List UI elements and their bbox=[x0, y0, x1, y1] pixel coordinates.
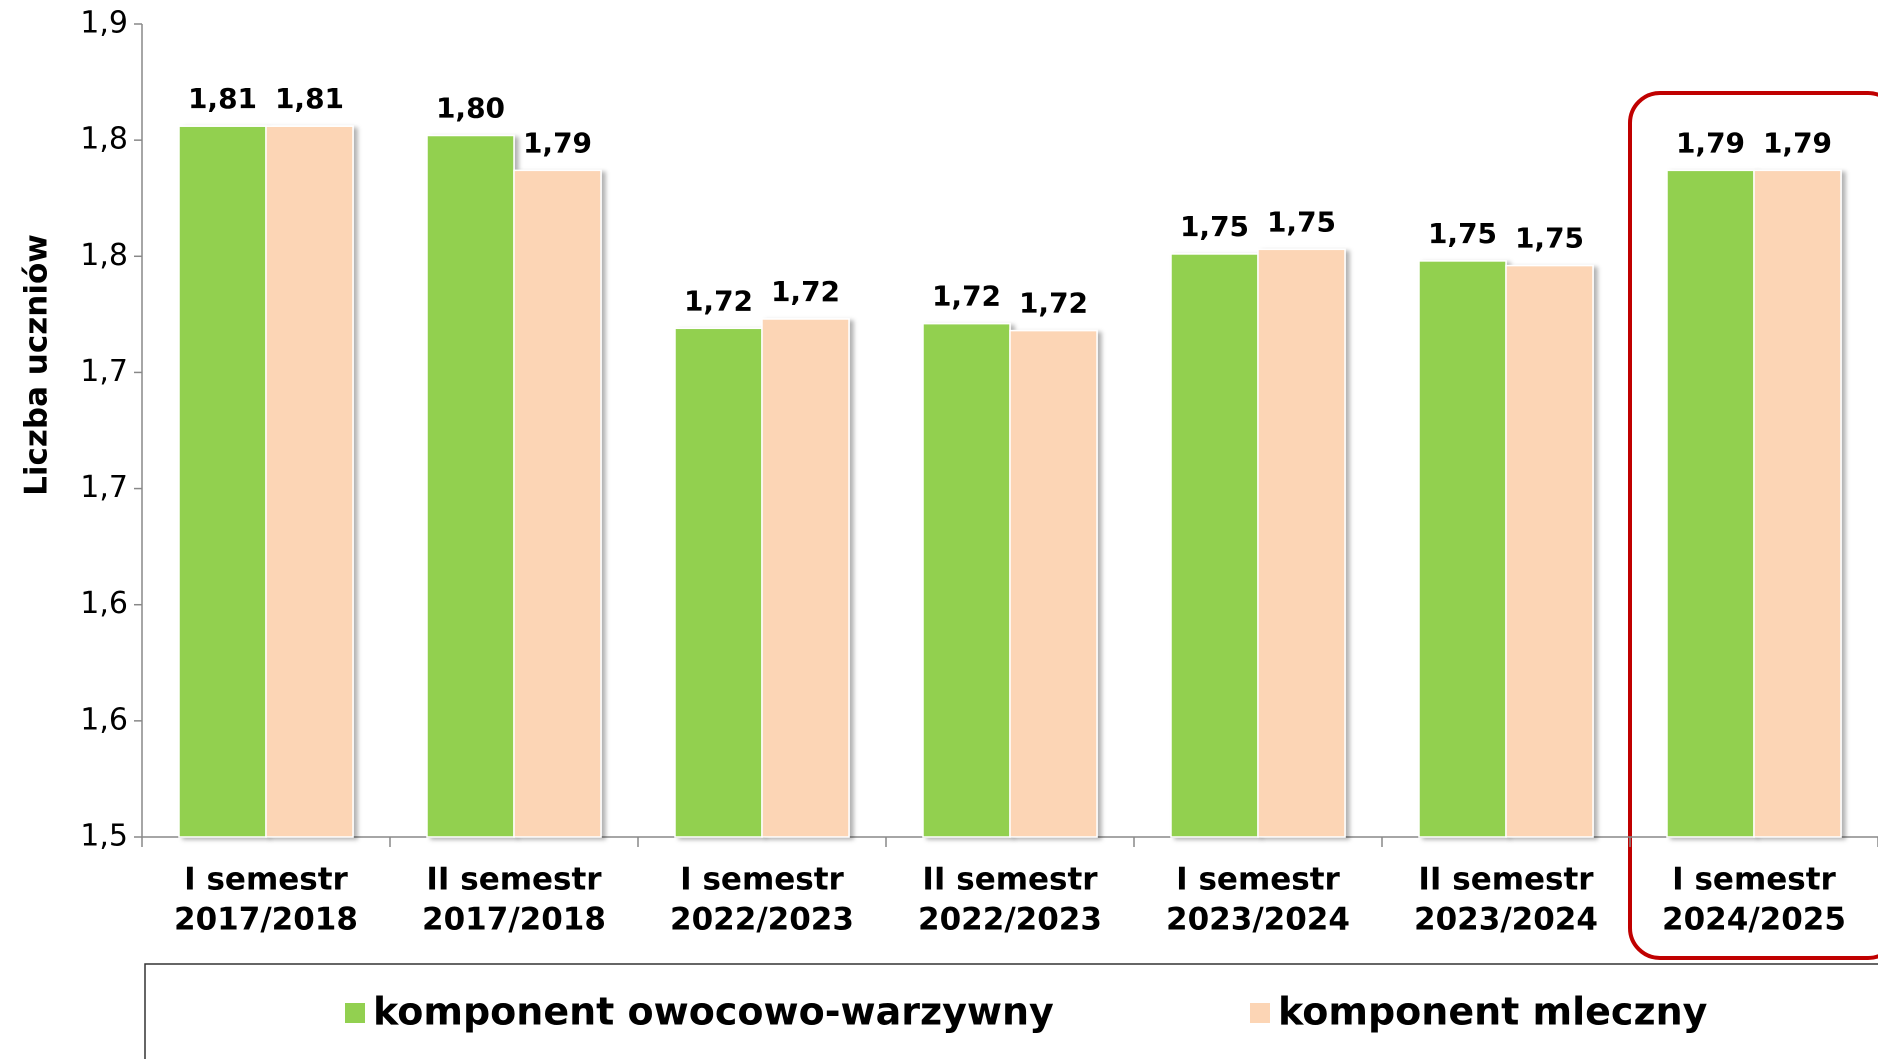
x-tick-label: I semestr bbox=[184, 862, 348, 898]
data-label: 1,75 bbox=[1180, 210, 1249, 243]
data-label: 1,81 bbox=[188, 82, 257, 115]
x-tick-label: I semestr bbox=[1672, 862, 1836, 898]
bar bbox=[1666, 169, 1755, 838]
bar bbox=[674, 327, 763, 838]
x-tick-label: II semestr bbox=[922, 862, 1098, 898]
data-label: 1,75 bbox=[1428, 217, 1497, 250]
data-label: 1,72 bbox=[932, 280, 1001, 313]
legend-swatch bbox=[1250, 1003, 1270, 1023]
x-tick-label: I semestr bbox=[1176, 862, 1340, 898]
x-tick-label: 2022/2023 bbox=[670, 902, 854, 938]
bar bbox=[1753, 169, 1842, 838]
data-label: 1,79 bbox=[1763, 126, 1832, 159]
y-axis-title: Liczba uczniów bbox=[19, 234, 55, 496]
bar bbox=[1170, 253, 1259, 838]
legend-swatch bbox=[345, 1003, 365, 1023]
data-label: 1,72 bbox=[684, 284, 753, 317]
y-tick-label: 1,7 bbox=[80, 354, 128, 389]
bar bbox=[1009, 329, 1098, 838]
bar bbox=[1505, 264, 1594, 838]
x-tick-label: 2024/2025 bbox=[1662, 902, 1846, 938]
x-tick-label: 2022/2023 bbox=[918, 902, 1102, 938]
data-label: 1,81 bbox=[275, 82, 344, 115]
bar bbox=[922, 322, 1011, 838]
x-tick-label: I semestr bbox=[680, 862, 844, 898]
y-tick-label: 1,6 bbox=[80, 702, 128, 737]
legend-label: komponent owocowo-warzywny bbox=[373, 990, 1054, 1034]
bar bbox=[426, 134, 515, 838]
x-tick-label: 2017/2018 bbox=[174, 902, 358, 938]
data-label: 1,79 bbox=[1676, 126, 1745, 159]
highlight-box bbox=[1628, 91, 1878, 960]
bar bbox=[178, 125, 267, 838]
y-tick-label: 1,6 bbox=[80, 586, 128, 621]
data-label: 1,80 bbox=[436, 91, 505, 124]
data-label: 1,75 bbox=[1515, 222, 1584, 255]
data-label: 1,75 bbox=[1267, 205, 1336, 238]
x-tick-label: 2023/2024 bbox=[1166, 902, 1350, 938]
x-tick-label: 2017/2018 bbox=[422, 902, 606, 938]
data-label: 1,72 bbox=[1019, 287, 1088, 320]
bar bbox=[1418, 260, 1507, 838]
bar bbox=[761, 318, 850, 838]
legend-box bbox=[144, 963, 1878, 1059]
y-tick-label: 1,8 bbox=[80, 238, 128, 273]
bar bbox=[513, 169, 602, 838]
bar bbox=[1257, 248, 1346, 838]
y-tick-label: 1,7 bbox=[80, 470, 128, 505]
y-tick-label: 1,8 bbox=[80, 122, 128, 157]
data-label: 1,72 bbox=[771, 275, 840, 308]
x-tick-label: II semestr bbox=[1418, 862, 1594, 898]
x-tick-label: II semestr bbox=[426, 862, 602, 898]
y-tick-label: 1,9 bbox=[80, 6, 128, 41]
x-tick-label: 2023/2024 bbox=[1414, 902, 1598, 938]
bar bbox=[265, 125, 354, 838]
data-label: 1,79 bbox=[523, 126, 592, 159]
y-tick-label: 1,5 bbox=[80, 819, 128, 854]
legend-label: komponent mleczny bbox=[1278, 990, 1708, 1034]
